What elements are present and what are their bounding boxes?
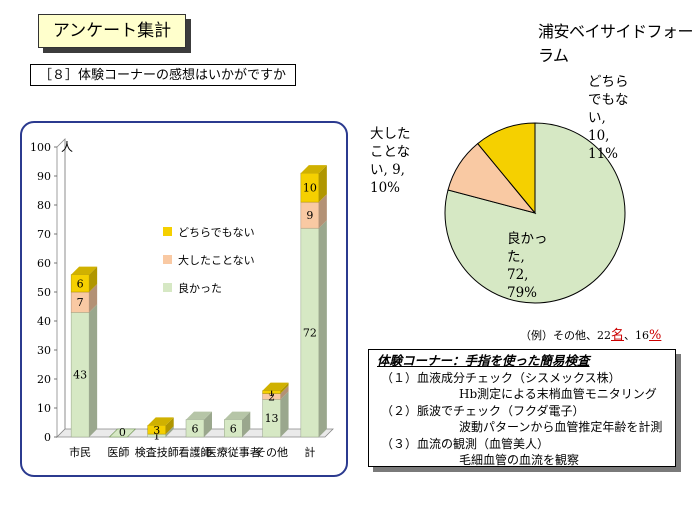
note-prefix: （例）その他、22 xyxy=(520,329,611,342)
y-tick-label: 30 xyxy=(37,344,51,357)
x-tick-label: 看護師 xyxy=(179,445,212,459)
legend-label: 良かった xyxy=(178,281,222,295)
info-line: Hb測定による末梢血管モニタリング xyxy=(459,387,657,401)
note-unit: 名 xyxy=(611,328,625,343)
x-tick-label: 検査技師 xyxy=(135,445,179,459)
data-label: 72 xyxy=(303,327,317,340)
info-line: （２）脈波でチェック（フクダ電子） xyxy=(381,403,585,418)
legend-swatch xyxy=(163,255,172,264)
data-label: 6 xyxy=(77,277,84,290)
y-tick-label: 90 xyxy=(37,170,51,183)
y-tick-label: 80 xyxy=(37,199,51,212)
data-label: 43 xyxy=(73,369,87,382)
y-tick-label: 100 xyxy=(30,141,51,154)
bar-side xyxy=(280,385,289,400)
y-tick-label: 0 xyxy=(44,431,51,444)
data-label: 13 xyxy=(265,412,279,425)
pie-label-neither: どちら でもな い, 10, 11% xyxy=(588,74,629,162)
bar-side xyxy=(165,426,174,437)
data-label: 3 xyxy=(153,424,160,437)
info-line: （１）血液成分チェック（シスメックス株） xyxy=(381,370,621,385)
bar-side xyxy=(89,266,98,292)
info-line: 波動パターンから血管推定年齢を計測 xyxy=(459,420,663,434)
bar-segment xyxy=(108,428,137,438)
bar-top xyxy=(186,411,212,420)
data-label: 1 xyxy=(268,386,275,399)
pie-chart xyxy=(444,122,626,304)
bar-side xyxy=(280,382,289,394)
bar-top xyxy=(71,266,98,275)
page-title: アンケート集計 xyxy=(38,14,186,48)
data-label: 0 xyxy=(119,426,126,439)
example-note: （例）その他、22名、16% xyxy=(520,324,661,343)
y-tick-label: 60 xyxy=(37,257,51,270)
pie-slice xyxy=(476,122,536,215)
y-tick-label: 50 xyxy=(37,286,51,299)
x-tick-label: その他 xyxy=(255,446,288,459)
bar-top xyxy=(224,411,251,420)
info-line: （３）血流の観測（血管美人） xyxy=(381,436,550,451)
data-label: 2 xyxy=(268,390,275,403)
pie-label-good: 良かっ た, 72, 79% xyxy=(507,231,548,301)
info-line: 毛細血管の血流を観察 xyxy=(459,453,580,467)
legend-label: どちらでもない xyxy=(178,226,255,239)
data-label: 10 xyxy=(303,182,317,195)
bar-side xyxy=(242,411,251,437)
note-pct: % xyxy=(649,328,662,343)
bar-side xyxy=(318,194,327,229)
y-tick-label: 70 xyxy=(37,228,51,241)
data-label: 9 xyxy=(306,209,313,222)
note-sep: 、16 xyxy=(624,329,650,342)
info-heading: 体験コーナー：手指を使った簡易検査 xyxy=(377,353,590,368)
pie-label-not-much: 大した ことな い, 9, 10% xyxy=(370,126,411,196)
bar-side xyxy=(89,284,98,313)
brand-logo-text: 浦安ベイサイドフォーラム xyxy=(538,22,694,65)
legend-swatch xyxy=(163,283,172,292)
data-label: 7 xyxy=(77,296,84,309)
bar-chart-frame xyxy=(20,121,348,477)
x-tick-label: 医療従事者 xyxy=(206,445,261,459)
bar-side xyxy=(204,411,212,437)
y-tick-label: 10 xyxy=(37,402,51,415)
question-label: ［８］体験コーナーの感想はいかがですか xyxy=(30,64,296,86)
bar-side xyxy=(89,304,98,437)
bar-side xyxy=(318,165,327,203)
info-box: 体験コーナー：手指を使った簡易検査 （１）血液成分チェック（シスメックス株） H… xyxy=(368,349,676,467)
y-axis-label: 人 xyxy=(61,140,73,154)
legend-label: 大したことない xyxy=(178,253,255,267)
bar-top xyxy=(262,382,289,391)
bar-top xyxy=(147,417,174,426)
x-tick-label: 計 xyxy=(304,445,315,459)
bar-side xyxy=(280,391,289,437)
data-label: 6 xyxy=(192,422,199,435)
legend-swatch xyxy=(163,227,172,236)
bar-top xyxy=(300,165,327,174)
x-tick-label: 市民 xyxy=(69,445,91,459)
x-tick-label: 医師 xyxy=(107,446,129,459)
data-label: 6 xyxy=(230,422,237,435)
y-tick-label: 40 xyxy=(37,315,51,328)
bar-side xyxy=(165,417,174,435)
y-tick-label: 20 xyxy=(37,373,51,386)
data-label: 1 xyxy=(153,430,160,443)
bar-side xyxy=(318,220,327,437)
